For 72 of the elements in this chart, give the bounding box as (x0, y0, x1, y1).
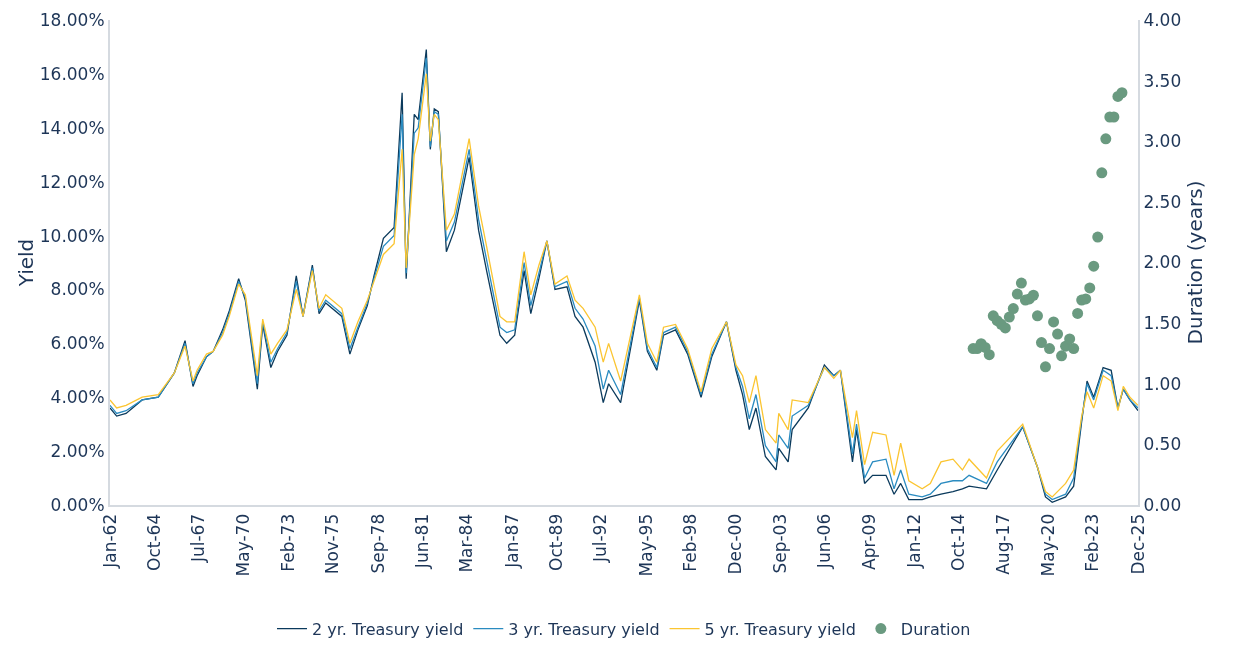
point (1072, 307, 1084, 319)
legend-label: 3 yr. Treasury yield (508, 619, 660, 639)
x-tick-label: Oct-89 (545, 513, 566, 571)
legend-label: 5 yr. Treasury yield (704, 619, 856, 639)
point (1052, 328, 1064, 340)
x-tick-label: Jun-06 (813, 513, 834, 570)
y2-axis-title: Duration (years) (1183, 180, 1208, 345)
point (1056, 350, 1068, 362)
point (1088, 260, 1100, 272)
y2-tick-label: 4.00 (1143, 9, 1182, 30)
point (1003, 311, 1015, 323)
x-tick-label: Jan-87 (501, 513, 522, 569)
y2-tick-label: 2.00 (1143, 252, 1182, 273)
x-tick-label: Mar-84 (455, 513, 476, 573)
point (1031, 310, 1043, 322)
x-tick-label: Sep-78 (367, 513, 388, 574)
y-tick-label: 8.00% (50, 279, 105, 300)
point (1011, 288, 1023, 300)
point (1064, 333, 1076, 345)
y-tick-label: 14.00% (39, 117, 105, 138)
x-tick-label: Jul-67 (187, 513, 208, 564)
x-tick-label: May-20 (1037, 513, 1058, 577)
x-tick-label: Oct-14 (947, 513, 968, 571)
point (1015, 277, 1027, 289)
legend-label: Duration (900, 619, 971, 639)
y2-tick-label: 3.50 (1143, 70, 1182, 91)
y-tick-label: 2.00% (50, 441, 105, 462)
y-tick-label: 6.00% (50, 333, 105, 354)
point (1092, 231, 1104, 243)
point (1084, 282, 1096, 294)
y-tick-label: 10.00% (39, 225, 105, 246)
legend-label: 2 yr. Treasury yield (312, 619, 464, 639)
x-tick-label: Jul-92 (590, 513, 611, 564)
y-tick-label: 16.00% (39, 63, 105, 84)
y-tick-label: 12.00% (39, 171, 105, 192)
point (1007, 303, 1019, 315)
y2-tick-label: 3.00 (1143, 131, 1182, 152)
point (1035, 337, 1047, 349)
y-tick-label: 4.00% (50, 387, 105, 408)
x-tick-label: Feb-73 (277, 513, 298, 572)
point (1048, 316, 1060, 328)
x-tick-label: May-95 (635, 513, 656, 577)
y-axis-title: Yield (13, 238, 38, 288)
point (1044, 343, 1056, 355)
y-tick-label: 0.00% (50, 494, 105, 515)
x-tick-label: Feb-98 (679, 513, 700, 572)
x-tick-label: Jun-81 (411, 513, 432, 570)
x-tick-label: Dec-25 (1127, 513, 1148, 575)
x-tick-label: Apr-09 (859, 513, 880, 570)
x-tick-label: Jan-12 (903, 513, 924, 569)
point (1096, 167, 1108, 179)
y2-tick-label: 1.50 (1143, 313, 1182, 334)
y2-tick-label: 0.00 (1143, 494, 1182, 515)
x-tick-label: Feb-23 (1081, 513, 1102, 572)
x-tick-label: Dec-00 (725, 513, 746, 575)
point (1027, 289, 1039, 301)
point (1039, 361, 1051, 373)
point (1100, 133, 1112, 145)
point (999, 322, 1011, 334)
x-tick-label: Jan-62 (99, 513, 120, 569)
x-tick-label: Oct-64 (143, 513, 164, 571)
y2-tick-label: 1.00 (1143, 373, 1182, 394)
point (983, 349, 995, 361)
y2-tick-label: 0.50 (1143, 434, 1182, 455)
point (1116, 87, 1128, 99)
point (1068, 343, 1080, 355)
x-tick-label: Sep-03 (769, 513, 790, 574)
x-tick-label: Aug-17 (993, 513, 1014, 575)
y-tick-label: 18.00% (39, 9, 105, 30)
y2-tick-label: 2.50 (1143, 191, 1182, 212)
x-tick-label: Nov-75 (321, 513, 342, 575)
x-tick-label: May-70 (233, 513, 254, 577)
